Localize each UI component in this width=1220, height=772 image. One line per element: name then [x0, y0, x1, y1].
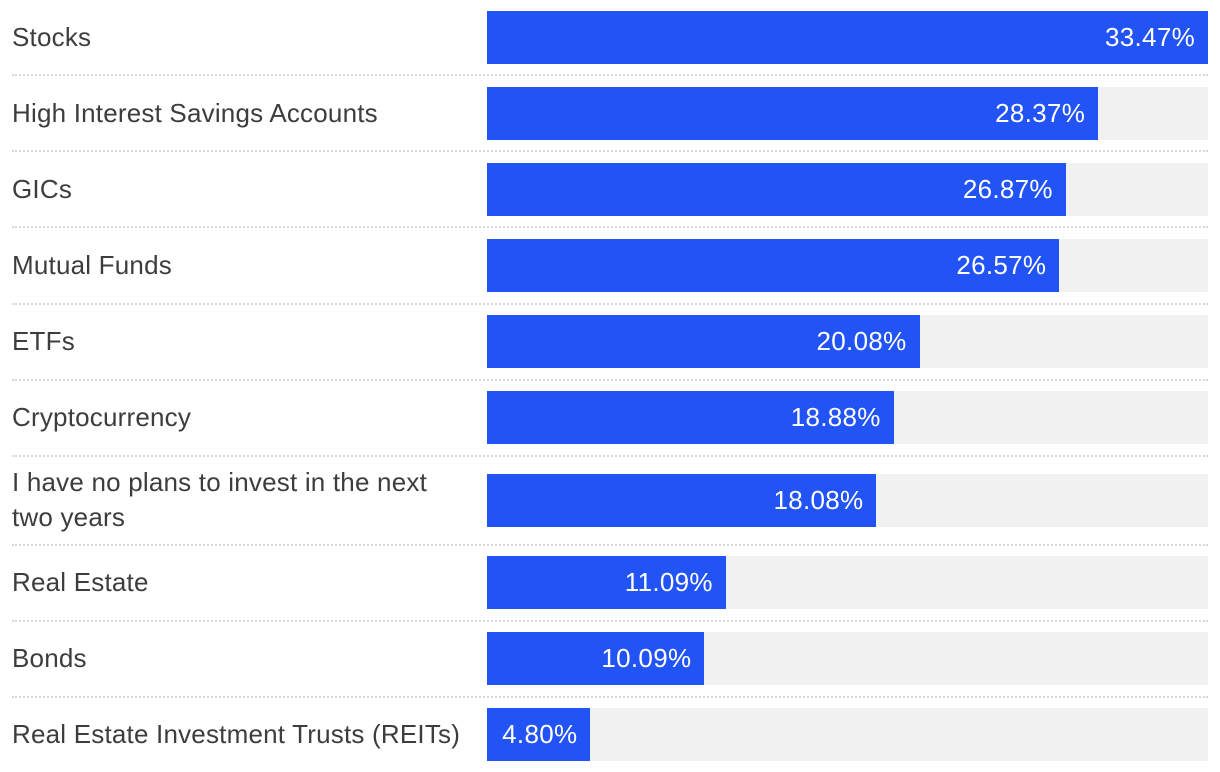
chart-row: Stocks 33.47% — [12, 0, 1208, 77]
bar-track: 10.09% — [487, 632, 1208, 686]
category-label: Real Estate — [12, 567, 149, 598]
value-label: 10.09% — [601, 643, 692, 674]
category-label: GICs — [12, 173, 73, 204]
bar-track: 20.08% — [487, 315, 1208, 369]
category-label: Bonds — [12, 643, 87, 674]
bar-fill: 18.88% — [487, 391, 894, 445]
chart-row: Bonds 10.09% — [12, 622, 1208, 698]
bar-fill: 28.37% — [487, 86, 1099, 140]
category-label: High Interest Savings Accounts — [12, 97, 378, 128]
chart-row: I have no plans to invest in the next tw… — [12, 457, 1208, 546]
category-label: Stocks — [12, 21, 92, 52]
bar-fill: 10.09% — [487, 632, 705, 686]
bar-fill: 4.80% — [487, 708, 591, 762]
chart-row: Real Estate Investment Trusts (REITs) 4.… — [12, 698, 1208, 772]
chart-row: High Interest Savings Accounts 28.37% — [12, 76, 1208, 153]
chart-row: GICs 26.87% — [12, 152, 1208, 229]
category-label: Mutual Funds — [12, 249, 172, 280]
bar-fill: 33.47% — [487, 10, 1208, 64]
category-label: ETFs — [12, 326, 75, 357]
bar-fill: 26.57% — [487, 238, 1060, 292]
chart-row: Cryptocurrency 18.88% — [12, 381, 1208, 457]
value-label: 18.88% — [790, 402, 881, 433]
bar-track: 18.88% — [487, 391, 1208, 445]
bar-track: 4.80% — [487, 708, 1208, 762]
bar-track: 33.47% — [487, 10, 1208, 64]
chart-row: ETFs 20.08% — [12, 305, 1208, 381]
bar-track: 26.57% — [487, 238, 1208, 292]
category-label: I have no plans to invest in the next tw… — [12, 467, 427, 533]
value-label: 11.09% — [624, 567, 713, 598]
value-label: 20.08% — [816, 326, 907, 357]
chart-row: Mutual Funds 26.57% — [12, 228, 1208, 305]
bar-track: 11.09% — [487, 556, 1208, 610]
bar-fill: 26.87% — [487, 162, 1066, 216]
bar-fill: 11.09% — [487, 556, 726, 610]
value-label: 33.47% — [1105, 21, 1195, 52]
bar-fill: 20.08% — [487, 315, 920, 369]
bar-track: 18.08% — [487, 473, 1208, 527]
bar-track: 26.87% — [487, 162, 1208, 216]
chart-row: Real Estate 11.09% — [12, 546, 1208, 622]
value-label: 26.87% — [962, 173, 1053, 204]
category-label: Cryptocurrency — [12, 402, 192, 433]
category-label: Real Estate Investment Trusts (REITs) — [12, 719, 461, 750]
value-label: 4.80% — [502, 719, 578, 750]
value-label: 18.08% — [773, 484, 864, 515]
value-label: 28.37% — [995, 97, 1086, 128]
bar-fill: 18.08% — [487, 473, 877, 527]
bar-track: 28.37% — [487, 86, 1208, 140]
value-label: 26.57% — [956, 249, 1047, 280]
